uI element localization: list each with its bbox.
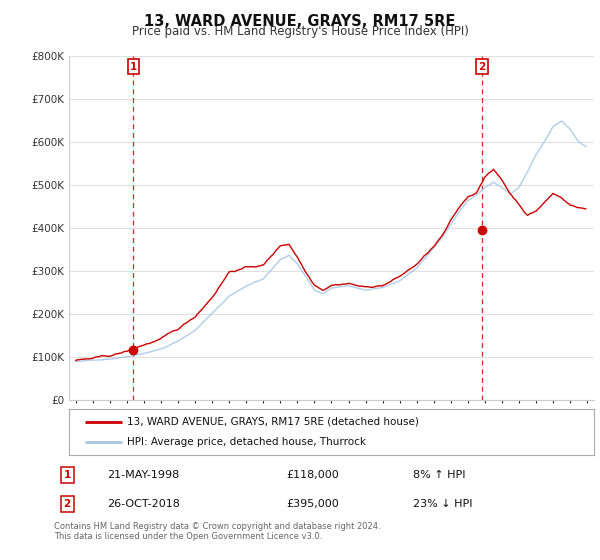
Text: 13, WARD AVENUE, GRAYS, RM17 5RE (detached house): 13, WARD AVENUE, GRAYS, RM17 5RE (detach… [127,417,419,427]
Text: HPI: Average price, detached house, Thurrock: HPI: Average price, detached house, Thur… [127,437,366,447]
Text: 21-MAY-1998: 21-MAY-1998 [107,470,179,480]
Text: 23% ↓ HPI: 23% ↓ HPI [413,499,473,509]
Text: Price paid vs. HM Land Registry's House Price Index (HPI): Price paid vs. HM Land Registry's House … [131,25,469,38]
Text: 26-OCT-2018: 26-OCT-2018 [107,499,179,509]
Text: 2: 2 [478,62,485,72]
Text: 8% ↑ HPI: 8% ↑ HPI [413,470,466,480]
Text: 1: 1 [130,62,137,72]
Text: 1: 1 [64,470,71,480]
Text: 13, WARD AVENUE, GRAYS, RM17 5RE: 13, WARD AVENUE, GRAYS, RM17 5RE [145,14,455,29]
Text: £118,000: £118,000 [286,470,339,480]
Text: Contains HM Land Registry data © Crown copyright and database right 2024.
This d: Contains HM Land Registry data © Crown c… [54,522,380,542]
Text: 2: 2 [64,499,71,509]
Text: £395,000: £395,000 [286,499,339,509]
